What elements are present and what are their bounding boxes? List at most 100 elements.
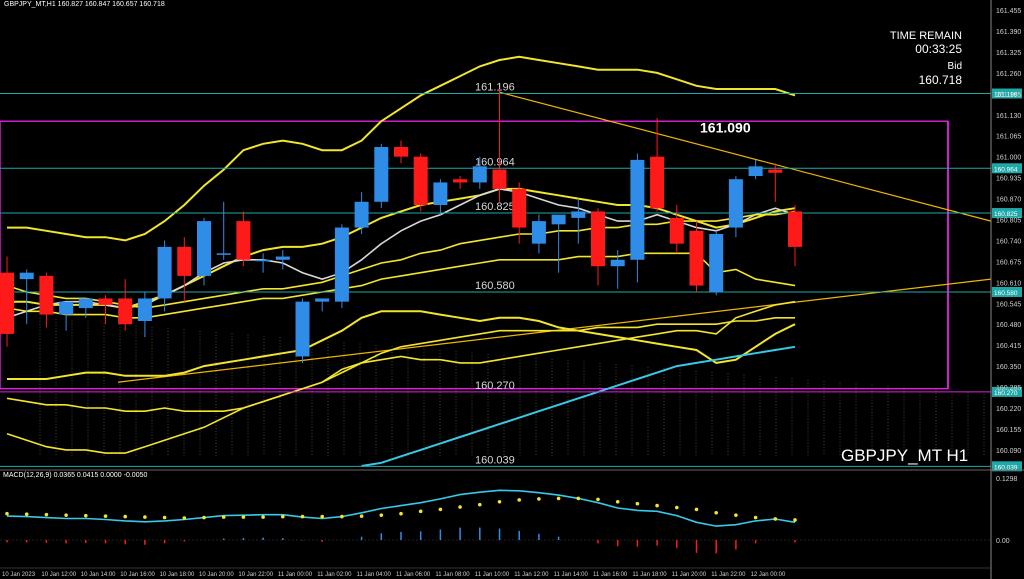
price-tick: 160.545: [996, 301, 1021, 308]
signal-dot: [84, 513, 88, 518]
time-tick: 11 Jan 10:00: [475, 572, 510, 578]
signal-dot: [615, 499, 620, 504]
price-tick: 160.480: [996, 322, 1021, 329]
signal-dot: [694, 507, 699, 512]
macd-header: MACD(12,26,9) 0.0365 0.0415 0.0000 -0.00…: [3, 472, 148, 479]
time-tick: 10 Jan 2023: [2, 572, 36, 578]
signal-dot: [64, 513, 68, 517]
price-tick: 160.935: [996, 176, 1021, 183]
signal-dot: [379, 513, 384, 517]
price-tick: 160.090: [996, 448, 1021, 455]
signal-dot: [675, 505, 679, 510]
series-bb_lower: [7, 310, 796, 380]
signal-dot: [320, 514, 325, 519]
signal-dot: [44, 512, 49, 517]
candle-body: [0, 272, 14, 334]
price-tick: 161.130: [996, 113, 1021, 120]
level-tag: [992, 287, 1022, 297]
signal-dot: [123, 514, 127, 519]
time-tick: 11 Jan 06:00: [396, 572, 431, 578]
price-tick: 160.610: [996, 280, 1021, 287]
downtrend-line: [499, 91, 992, 222]
time-tick: 12 Jan 00:00: [751, 572, 786, 578]
candle-body: [394, 147, 408, 157]
range-rectangle: [0, 120, 949, 390]
price-tick: 161.325: [996, 50, 1021, 57]
level-tag: [992, 88, 1022, 99]
series-bb_upper: [7, 55, 796, 242]
price-tick: 160.350: [996, 364, 1021, 371]
candle-body: [197, 221, 211, 276]
candle-body: [591, 211, 605, 267]
level-tag: [992, 163, 1022, 174]
signal-dot: [497, 499, 502, 504]
time-tick: 11 Jan 14:00: [554, 572, 589, 578]
candle-body: [610, 259, 625, 267]
signal-dot: [576, 496, 581, 501]
price-tick: 160.740: [996, 238, 1021, 245]
time-tick: 11 Jan 16:00: [593, 572, 628, 578]
signal-dot: [655, 503, 659, 508]
symbol-label: GBPJPY_MT H1: [841, 446, 969, 465]
series-ma_cyan: [361, 345, 796, 467]
signal-dot: [438, 507, 443, 512]
level-tag-text: 161.196: [994, 92, 1018, 99]
signal-dot: [221, 515, 226, 519]
macd-tick: 0.00: [996, 538, 1010, 545]
signal-dot: [359, 514, 364, 518]
time-tick: 11 Jan 04:00: [357, 572, 392, 578]
candles: [0, 89, 802, 363]
indicator-lines: [6, 55, 796, 467]
candle-body: [788, 211, 802, 247]
signal-dot: [714, 510, 718, 515]
time-tick: 10 Jan 12:00: [41, 572, 76, 578]
price-tick: 160.220: [996, 406, 1021, 413]
signal-dot: [517, 498, 521, 502]
time-tick: 10 Jan 20:00: [199, 572, 234, 578]
price-tick: 161.455: [996, 8, 1021, 15]
level-tag-text: 160.964: [994, 166, 1018, 173]
time-tick: 10 Jan 16:00: [120, 572, 155, 578]
candle-body: [472, 166, 487, 183]
signal-dot: [537, 497, 541, 501]
candle-body: [433, 182, 448, 205]
candle-body: [59, 301, 74, 315]
range-box: [0, 91, 992, 390]
price-tick: 160.415: [996, 343, 1021, 350]
candle-body: [118, 298, 133, 325]
candle-body: [39, 275, 54, 315]
candle-body: [630, 159, 645, 260]
candle-body: [256, 259, 271, 262]
candle-body: [413, 156, 428, 205]
price-tick: 161.260: [996, 71, 1021, 78]
level-161090-label: 161.090: [700, 120, 751, 136]
time-axis: 10 Jan 2023 10 Jan 12:00 10 Jan 14:00 10 Ja…: [0, 567, 991, 578]
candle-body: [334, 227, 349, 302]
candle-body: [19, 272, 34, 280]
time-tick: 10 Jan 14:00: [81, 572, 116, 578]
level-label: 160.039: [475, 454, 515, 466]
signal-dot: [103, 514, 108, 518]
price-axis: 161.455161.390161.325161.260161.195161.1…: [990, 0, 1021, 579]
candle-body: [275, 256, 290, 260]
signal-dot: [5, 511, 9, 516]
candle-body: [728, 179, 743, 228]
candle-body: [98, 298, 113, 305]
signal-dot: [556, 496, 561, 501]
macd-tick: 0.1298: [996, 476, 1018, 483]
time-remain-label: TIME REMAIN: [889, 30, 962, 42]
candle-body: [571, 211, 586, 218]
candle-body: [492, 169, 507, 189]
horizontal-levels[interactable]: 161.196161.196160.964160.964160.825160.8…: [0, 82, 1022, 472]
candle-body: [236, 221, 251, 260]
time-tick: 11 Jan 02:00: [317, 572, 352, 578]
candle-body: [315, 298, 330, 302]
time-tick: 11 Jan 12:00: [514, 572, 549, 578]
level-tag: [992, 386, 1022, 397]
candle-body: [669, 217, 684, 244]
time-tick: 10 Jan 18:00: [160, 572, 195, 578]
candle-body: [551, 214, 566, 225]
signal-dot: [773, 517, 778, 521]
level-tag-text: 160.270: [994, 390, 1018, 397]
